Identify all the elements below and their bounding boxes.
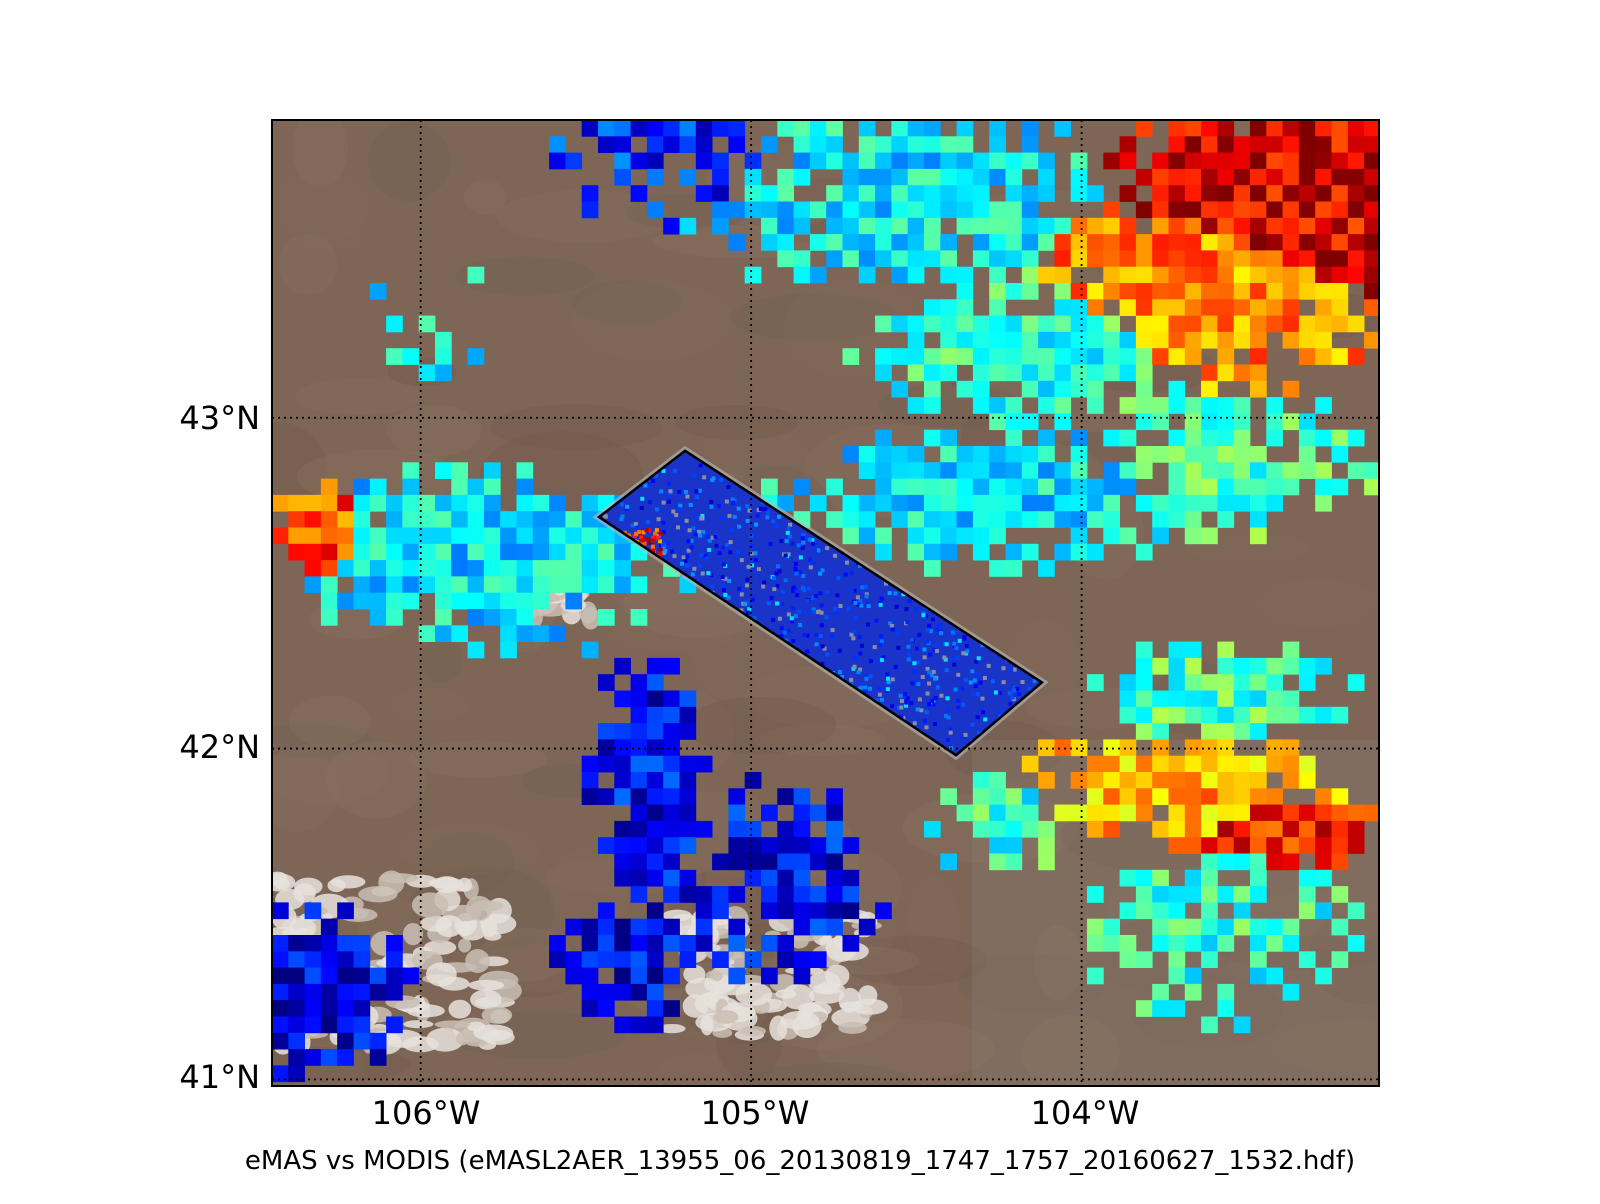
plot-frame	[271, 119, 1380, 1087]
modis-aod-cells	[272, 120, 1379, 1083]
x-tick-label-105w: 105°W	[700, 1094, 810, 1132]
gridlines	[272, 120, 1379, 1086]
y-tick-label-41n: 41°N	[179, 1058, 260, 1096]
x-tick-label-106w: 106°W	[371, 1094, 481, 1132]
x-tick-label-104w: 104°W	[1030, 1094, 1140, 1132]
y-tick-label-43n: 43°N	[179, 399, 260, 437]
y-tick-label-42n: 42°N	[179, 728, 260, 766]
figure-caption: eMAS vs MODIS (eMASL2AER_13955_06_201308…	[244, 1146, 1356, 1176]
